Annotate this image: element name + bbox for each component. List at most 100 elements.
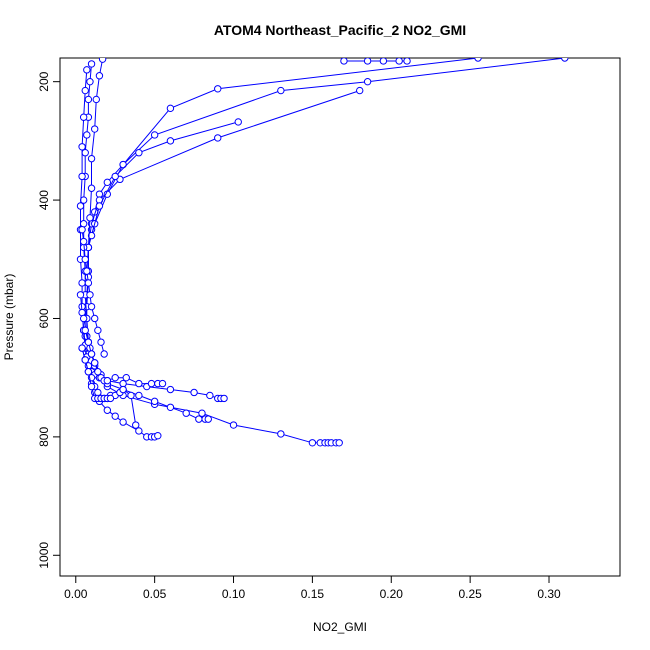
data-point: [103, 406, 112, 414]
data-point: [78, 279, 86, 287]
data-point: [79, 314, 88, 323]
profile-line: [86, 90, 360, 272]
data-point: [356, 86, 364, 95]
data-point: [111, 412, 119, 420]
data-point: [127, 391, 135, 400]
data-point: [166, 137, 175, 145]
data-point: [81, 326, 89, 335]
y-tick-label: 1000: [37, 542, 51, 569]
data-point: [395, 58, 403, 65]
data-point: [132, 421, 140, 429]
data-point: [166, 403, 175, 411]
profile-1: [340, 58, 411, 65]
data-point: [78, 225, 86, 234]
data-point: [154, 431, 162, 440]
data-point: [135, 391, 143, 400]
x-tick-label: 0.10: [222, 587, 246, 601]
series-layer: [76, 58, 569, 447]
y-tick-label: 400: [37, 190, 51, 210]
data-point: [87, 184, 96, 192]
x-tick-label: 0.20: [380, 587, 404, 601]
profile-13: [84, 338, 167, 388]
data-point: [78, 143, 86, 151]
data-point: [158, 379, 167, 388]
x-tick-label: 0.30: [537, 587, 561, 601]
y-tick-label: 200: [37, 71, 51, 91]
data-point: [95, 202, 104, 210]
data-point: [78, 172, 86, 181]
profile-10: [79, 314, 343, 447]
data-point: [204, 415, 212, 423]
data-point: [87, 154, 96, 163]
data-point: [81, 356, 89, 364]
data-point: [87, 382, 96, 391]
data-point: [86, 214, 94, 222]
data-point: [79, 237, 88, 246]
data-point: [195, 415, 203, 423]
data-point: [106, 394, 115, 403]
data-point: [277, 430, 285, 438]
data-point: [340, 58, 348, 65]
data-point: [234, 118, 242, 126]
data-point: [103, 178, 112, 187]
data-point: [91, 125, 99, 133]
data-point: [135, 149, 143, 157]
x-tick-label: 0.15: [301, 587, 325, 601]
data-point: [78, 308, 86, 317]
data-point: [147, 379, 156, 388]
data-point: [81, 86, 89, 95]
data-point: [403, 58, 411, 65]
data-point: [277, 86, 285, 95]
data-point: [92, 95, 100, 104]
data-point: [87, 60, 96, 68]
data-point: [135, 427, 143, 435]
chart-title: ATOM4 Northeast_Pacific_2 NO2_GMI: [214, 22, 466, 38]
data-point: [166, 385, 175, 394]
data-point: [206, 391, 214, 400]
axes: 0.00 0.05 0.10 0.15 0.20 0.25 0.30 200 400 600 800…: [37, 71, 561, 601]
data-point: [190, 388, 198, 397]
data-point: [81, 255, 89, 263]
data-point: [76, 291, 85, 299]
x-tick-label: 0.05: [143, 587, 167, 601]
data-point: [87, 350, 96, 358]
profile-15: [78, 344, 115, 403]
x-tick-label: 0.25: [458, 587, 482, 601]
data-point: [150, 397, 159, 406]
data-point: [119, 160, 127, 169]
data-point: [84, 279, 93, 287]
profile-3: [83, 86, 364, 275]
data-point: [150, 131, 159, 139]
data-point: [229, 421, 238, 429]
data-point: [111, 172, 119, 181]
data-point: [214, 85, 222, 93]
data-point: [83, 131, 91, 139]
y-axis-label: Pressure (mbar): [2, 274, 16, 361]
data-point: [198, 409, 206, 417]
data-point: [561, 58, 569, 62]
data-point: [94, 368, 102, 376]
data-point: [76, 202, 85, 210]
data-point: [122, 373, 130, 382]
data-point: [87, 231, 96, 240]
data-point: [379, 58, 388, 65]
data-point: [86, 77, 94, 86]
profile-5: [87, 118, 242, 240]
y-tick-label: 800: [37, 427, 51, 447]
data-point: [220, 394, 228, 403]
x-axis-label: NO2_GMI: [313, 620, 367, 634]
data-point: [79, 220, 88, 228]
data-point: [214, 134, 222, 142]
data-point: [98, 58, 107, 63]
data-point: [103, 376, 112, 385]
profile-line: [91, 121, 239, 236]
data-point: [84, 368, 93, 376]
data-point: [97, 338, 105, 346]
data-point: [86, 291, 94, 299]
data-point: [308, 439, 317, 447]
profile-16: [78, 225, 108, 358]
data-point: [363, 77, 372, 86]
y-tick-label: 600: [37, 308, 51, 328]
x-tick-label: 0.00: [64, 587, 88, 601]
